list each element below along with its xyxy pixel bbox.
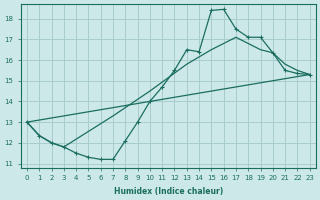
X-axis label: Humidex (Indice chaleur): Humidex (Indice chaleur) [114,187,223,196]
